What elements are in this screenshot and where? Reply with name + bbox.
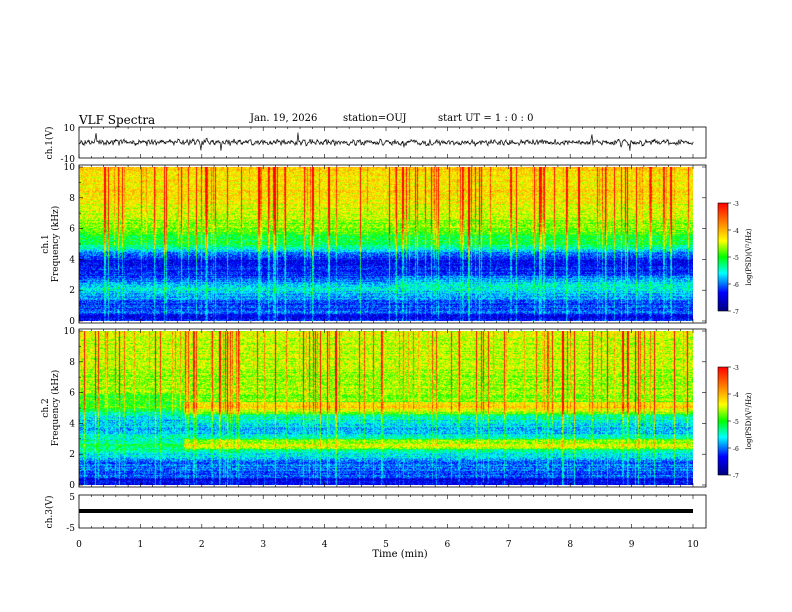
chart-title: VLF Spectra	[79, 113, 156, 127]
freq-tick-label: 4	[69, 419, 75, 429]
ch1-colorbar: -3 -4 -5 -6 -7 log(PSD)(V²/Hz)	[717, 201, 753, 316]
x-tick-label: 4	[322, 540, 328, 550]
ch3-ymax-label: 5	[69, 493, 75, 503]
ch2-colorbar-label: log(PSD)(V²/Hz)	[745, 392, 753, 449]
colorbar-tick-label: -5	[733, 255, 739, 262]
station-label: station=OUJ	[343, 113, 407, 124]
freq-tick-label: 10	[64, 163, 76, 173]
axis-ticks	[78, 127, 706, 528]
colorbar-tick-label: -4	[733, 392, 739, 399]
colorbar-tick-label: -7	[733, 309, 739, 316]
ch3-waveform-ylabel: ch.3(V)	[44, 496, 55, 529]
ch1-ymin-label: -10	[61, 155, 76, 165]
freq-tick-label: 8	[69, 358, 75, 368]
colorbar-tick-label: -5	[733, 419, 739, 426]
x-tick-label: 6	[445, 540, 451, 550]
colorbar-tick-label: -6	[733, 446, 739, 453]
x-tick-label: 5	[383, 540, 389, 550]
ch2-spectrogram	[79, 331, 693, 485]
colorbar-tick-label: -3	[733, 365, 739, 372]
ch3-ymin-label: -5	[66, 524, 75, 534]
ch3-waveform-trace	[79, 509, 693, 513]
x-tick-label: 7	[506, 540, 512, 550]
ch2-colorbar: -3 -4 -5 -6 -7 log(PSD)(V²/Hz)	[717, 365, 753, 480]
freq-tick-label: 6	[69, 389, 75, 399]
freq-tick-label: 8	[69, 194, 75, 204]
freq-tick-label: 2	[69, 286, 75, 296]
date-label: Jan. 19, 2026	[250, 113, 318, 124]
x-tick-label: 9	[629, 540, 635, 550]
freq-tick-label: 4	[69, 255, 75, 265]
x-tick-label: 8	[567, 540, 573, 550]
ch1-channel-label: ch.1	[41, 234, 51, 253]
ch1-waveform-ylabel: ch.1(V)	[44, 127, 55, 160]
colorbar-tick-label: -7	[733, 473, 739, 480]
x-tick-label: 1	[138, 540, 144, 550]
x-axis-label: Time (min)	[372, 549, 427, 560]
freq-tick-label: 10	[64, 327, 76, 337]
start-time-label: start UT = 1 : 0 : 0	[438, 113, 534, 124]
x-tick-labels: 0 1 2 3 4 5 6 7 8 9 10	[76, 540, 699, 550]
ch1-spectrogram	[79, 167, 693, 321]
ch3-waveform-panel	[78, 494, 707, 529]
freq-tick-label: 2	[69, 450, 75, 460]
ch1-ymax-label: 10	[64, 124, 76, 134]
ch1-freq-tick-labels: 0 2 4 6 8 10	[64, 163, 76, 327]
ch2-freq-tick-labels: 0 2 4 6 8 10	[64, 327, 76, 491]
ch2-frequency-ylabel: Frequency (kHz)	[50, 370, 61, 447]
colorbar-tick-label: -3	[733, 201, 739, 208]
freq-tick-label: 0	[69, 317, 75, 327]
x-tick-label: 2	[199, 540, 205, 550]
ch1-colorbar-label: log(PSD)(V²/Hz)	[745, 228, 753, 285]
x-tick-label: 3	[260, 540, 266, 550]
freq-tick-label: 0	[69, 481, 75, 491]
x-tick-label: 10	[687, 540, 699, 550]
ch1-waveform-panel	[78, 126, 707, 159]
ch1-frequency-ylabel: Frequency (kHz)	[50, 206, 61, 283]
colorbar-tick-label: -6	[733, 282, 739, 289]
colorbar-tick-label: -4	[733, 228, 739, 235]
x-tick-label: 0	[76, 540, 82, 550]
ch1-waveform-trace	[78, 132, 694, 151]
ch2-channel-label: ch.2	[41, 398, 51, 417]
freq-tick-label: 6	[69, 225, 75, 235]
